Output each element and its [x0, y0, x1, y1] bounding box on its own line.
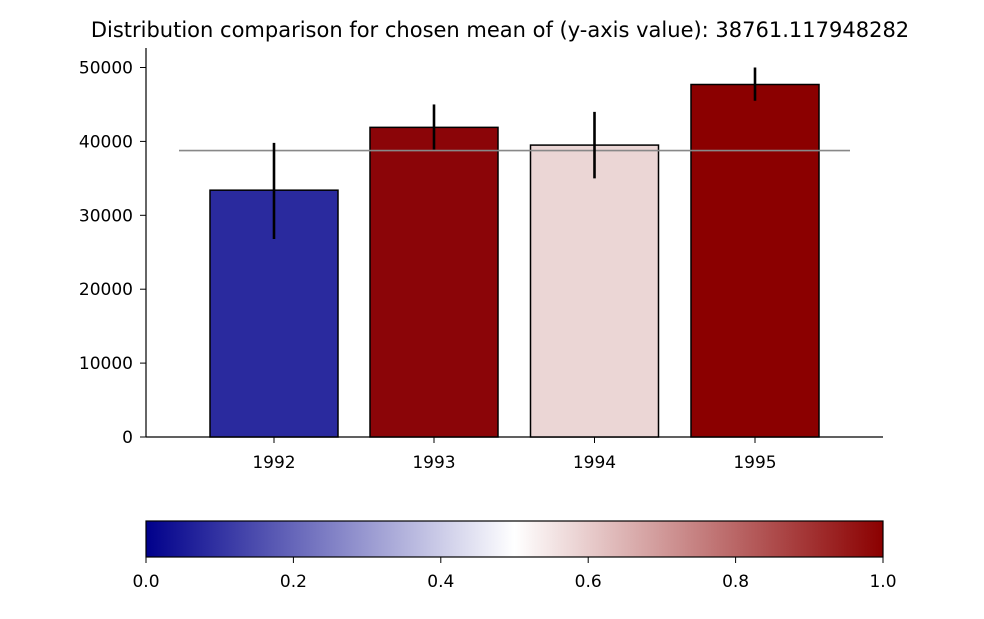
- colorbar-tick-label: 0.4: [427, 572, 454, 592]
- chart-title: Distribution comparison for chosen mean …: [91, 18, 909, 42]
- x-tick-label: 1994: [573, 453, 616, 473]
- y-tick-label: 10000: [79, 354, 133, 374]
- colorbar-tick-label: 0.8: [722, 572, 749, 592]
- bar-1994: [529, 144, 660, 438]
- y-tick-label: 0: [122, 428, 133, 448]
- colorbar-gradient: [145, 520, 884, 558]
- colorbar-tick-label: 0.6: [575, 572, 602, 592]
- x-tick-label: 1993: [412, 453, 455, 473]
- y-tick-label: 50000: [79, 59, 133, 79]
- plot-area: 0 10000 20000 30000 40000 50000 1992 1993 1994 19…: [79, 48, 883, 473]
- colorbar-tick-label: 1.0: [869, 572, 896, 592]
- y-tick-label: 30000: [79, 206, 133, 226]
- colorbar: 0.0 0.2 0.4 0.6 0.8 1.0: [132, 520, 897, 592]
- bar-1993: [369, 126, 499, 438]
- y-tick-label: 40000: [79, 132, 133, 152]
- x-tick-label: 1995: [733, 453, 776, 473]
- y-tick-label: 20000: [79, 280, 133, 300]
- colorbar-tick-label: 0.2: [280, 572, 307, 592]
- colorbar-tick-label: 0.0: [132, 572, 159, 592]
- bar-1995: [690, 83, 820, 438]
- x-tick-label: 1992: [252, 453, 295, 473]
